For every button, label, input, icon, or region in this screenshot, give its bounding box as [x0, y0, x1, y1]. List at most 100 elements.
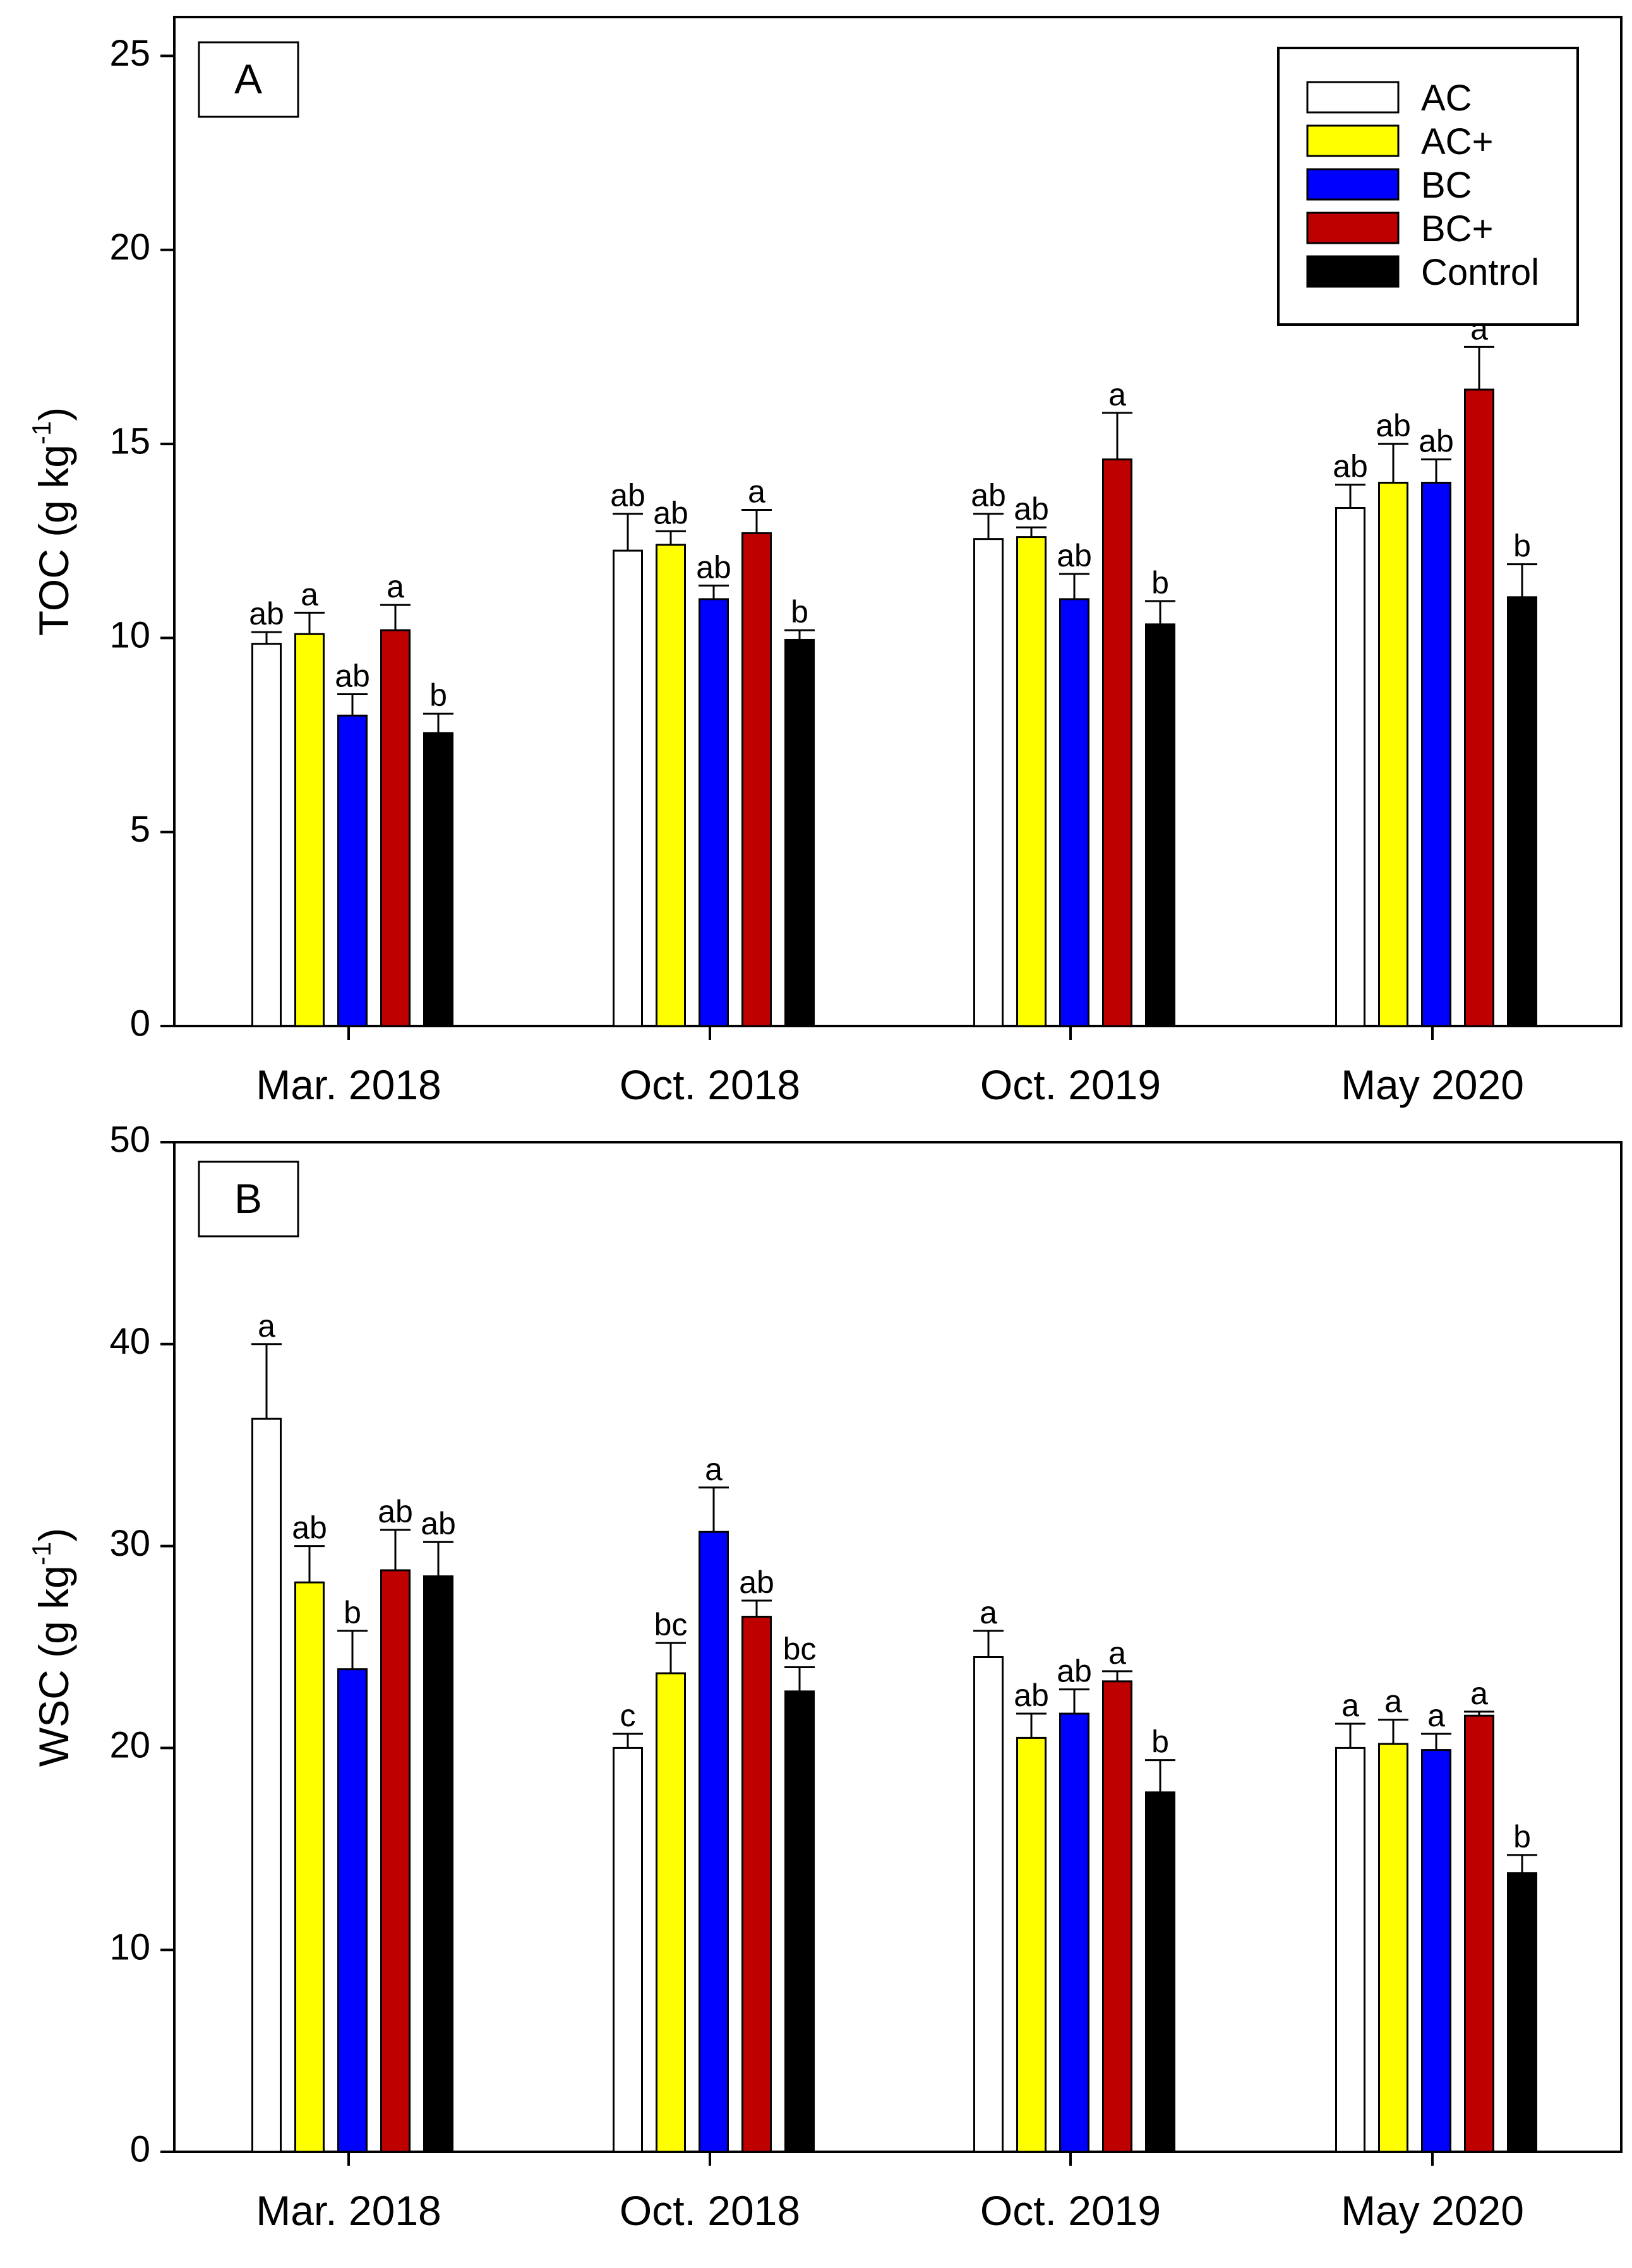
legend-label-bc: BC [1421, 165, 1472, 206]
panel-b-error-bar-control [1507, 1854, 1537, 1873]
panel-b-ytick: 40 [109, 1321, 174, 1362]
panel-b-bar-bc-plus [1102, 1680, 1132, 2153]
panel-a-y-axis-title-sup: -1 [27, 421, 56, 445]
panel-a-bar-bc [1421, 482, 1451, 1027]
panel-b-significance-letter: bc [654, 1607, 688, 1642]
legend-swatch-ac-plus [1306, 124, 1400, 157]
panel-b-xticks: Mar. 2018 Oct. 2018 Oct. 2019 May 2020 [256, 2152, 1524, 2234]
panel-b-significance-letter: a [1384, 1684, 1402, 1719]
panel-b-plot-frame [173, 1141, 1623, 2153]
panel-a-significance-letter: ab [653, 495, 688, 530]
panel-a-letter-box [198, 41, 299, 118]
panel-a-ytick: 10 [109, 615, 174, 656]
panel-b-bar-ac [1335, 1746, 1365, 2153]
panel-a-category-label: May 2020 [1341, 1061, 1524, 1108]
panel-a-bar-control [784, 638, 815, 1027]
panel-b-ytick-label: 20 [109, 1725, 150, 1766]
panel-b-bar-control [1145, 1791, 1175, 2153]
panel-a-bar-ac [613, 549, 643, 1027]
panel-a-significance-letter: ab [1419, 424, 1454, 459]
legend: AC AC+ BC BC+ Control [1277, 47, 1579, 326]
panel-b-xtick: May 2020 [1341, 2152, 1524, 2234]
panel-b-error-bar-ac [973, 1630, 1004, 1657]
panel-a-error-bar-bc [1421, 458, 1451, 483]
legend-swatch-control [1306, 255, 1400, 288]
panel-a-ytick-label: 25 [109, 33, 150, 74]
panel-a-bar-ac-plus [294, 633, 325, 1027]
panel-a-ytick: 5 [130, 809, 174, 850]
panel-a-bar-ac [973, 538, 1004, 1027]
panel-a-ytick: 25 [109, 33, 174, 74]
panel-a-error-bar-ac [1335, 484, 1365, 508]
panel-b-significance-letter: a [705, 1452, 723, 1487]
panel-b-error-bar-ac-plus [294, 1545, 325, 1583]
panel-b-significance-letter: a [1341, 1688, 1359, 1723]
panel-b-bar-ac-plus [1016, 1736, 1047, 2153]
panel-b-ytick-label: 10 [109, 1927, 150, 1968]
panel-b-significance-letter: ab [739, 1565, 774, 1600]
panel-b-bar-bc-plus [1464, 1714, 1494, 2153]
panel-b-ytick: 0 [130, 2128, 174, 2170]
panel-a-significance-letter: a [748, 474, 765, 510]
panel-b-category-label: Oct. 2019 [980, 2187, 1161, 2234]
panel-a-significance-letter: b [1151, 565, 1169, 600]
panel-a-error-bar-ac [613, 513, 643, 551]
panel-b-error-bar-ac [1335, 1722, 1365, 1748]
panel-a-significance-letter: ab [1333, 449, 1368, 484]
legend-swatch-bc-plus [1306, 212, 1400, 244]
panel-b-significance-letter: ab [378, 1494, 413, 1529]
panel-a-bar-control [423, 732, 453, 1027]
panel-b-error-bar-bc-plus [380, 1529, 411, 1570]
panel-b-ytick: 10 [109, 1927, 174, 1968]
panel-b-significance-letter: a [258, 1308, 275, 1344]
panel-a-error-bar-ac-plus [656, 530, 686, 545]
panel-a-ytick: 0 [130, 1003, 174, 1044]
panel-a-significance-letter: ab [610, 478, 645, 513]
panel-a-error-bar-ac [973, 513, 1004, 539]
panel-a-xtick: Oct. 2019 [980, 1026, 1161, 1108]
panel-b-error-bar-bc [1059, 1688, 1089, 1714]
legend-swatch-bc [1306, 168, 1400, 201]
legend-swatch-ac [1306, 81, 1400, 114]
panel-a-error-bar-ac-plus [1016, 526, 1047, 537]
panel-b-error-bar-ac-plus [656, 1642, 686, 1674]
panel-a-bar-control [1507, 596, 1537, 1027]
panel-b-letter-box [198, 1161, 299, 1238]
panel-a-significance-letter: a [1108, 377, 1126, 412]
panel-a-bar-control [1145, 623, 1175, 1027]
panel-a-bar-bc-plus [1102, 458, 1132, 1027]
panel-a-bar-bc [1059, 598, 1089, 1027]
panel-a-bar-ac [251, 643, 282, 1027]
panel-a-xticks: Mar. 2018 Oct. 2018 Oct. 2019 May 2020 [256, 1026, 1524, 1108]
panel-b-error-bar-ac [251, 1343, 282, 1419]
panel-b-significance-letter: a [980, 1595, 997, 1630]
panel-b-significance-letter: ab [421, 1506, 456, 1541]
panel-b-bar-ac-plus [294, 1581, 325, 2153]
panel-a-significance-letter: a [387, 569, 404, 604]
panel-b-y-axis-title-main: WSC (g kg [30, 1565, 77, 1767]
panel-a-error-bar-control [423, 712, 453, 733]
panel-a-y-axis-title: TOC (g kg-1) [27, 407, 77, 636]
panel-a-bar-bc [699, 598, 729, 1027]
panel-a-ytick-label: 5 [130, 809, 150, 850]
panel-b-bar-ac-plus [656, 1672, 686, 2153]
panel-a-error-bar-bc [699, 584, 729, 599]
panel-b-significance-letter: ab [292, 1510, 327, 1546]
panel-b-error-bar-control [423, 1541, 453, 1577]
panel-a-yticks: 0 5 10 15 20 25 [109, 33, 174, 1044]
panel-b-bar-ac [251, 1418, 282, 2153]
panel-b-bar-control [423, 1575, 453, 2153]
panel-a-error-bar-bc [337, 693, 368, 716]
panel-b-bar-ac-plus [1378, 1743, 1408, 2153]
panel-b-ytick-label: 30 [109, 1523, 150, 1564]
panel-b-y-axis-title-close: ) [30, 1528, 77, 1542]
panel-b-significance-letter: b [1513, 1819, 1531, 1854]
panel-b-significance-letter: a [1470, 1676, 1488, 1711]
panel-a-significance-letter: b [791, 594, 808, 630]
panel-a-significance-letter: ab [971, 478, 1006, 513]
panel-a-significance-letter: ab [1376, 408, 1411, 443]
panel-a-error-bar-control [784, 629, 815, 640]
panel-a-significance-letter: ab [335, 659, 370, 694]
